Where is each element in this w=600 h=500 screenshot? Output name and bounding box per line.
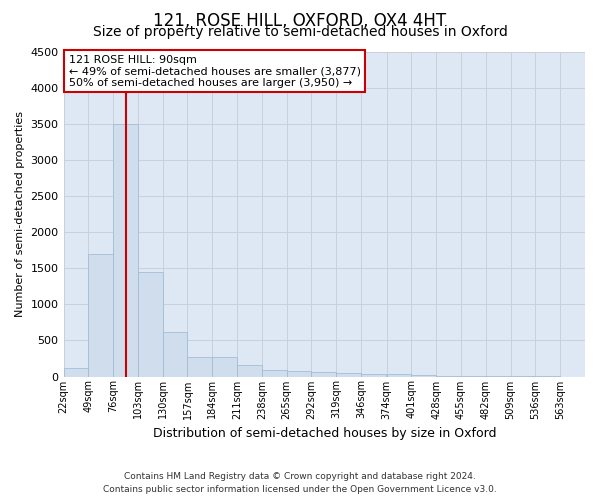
Bar	[212, 358, 237, 376]
Bar	[262, 370, 287, 376]
Text: 121 ROSE HILL: 90sqm
← 49% of semi-detached houses are smaller (3,877)
50% of se: 121 ROSE HILL: 90sqm ← 49% of semi-detac…	[69, 55, 361, 88]
Bar	[88, 254, 113, 376]
Bar	[163, 332, 187, 376]
Bar	[187, 356, 212, 376]
Bar	[336, 373, 361, 376]
Y-axis label: Number of semi-detached properties: Number of semi-detached properties	[15, 111, 25, 317]
Bar	[64, 368, 88, 376]
Bar	[287, 370, 311, 376]
X-axis label: Distribution of semi-detached houses by size in Oxford: Distribution of semi-detached houses by …	[152, 427, 496, 440]
Text: Size of property relative to semi-detached houses in Oxford: Size of property relative to semi-detach…	[92, 25, 508, 39]
Bar	[237, 366, 262, 376]
Text: 121, ROSE HILL, OXFORD, OX4 4HT: 121, ROSE HILL, OXFORD, OX4 4HT	[154, 12, 446, 30]
Text: Contains HM Land Registry data © Crown copyright and database right 2024.
Contai: Contains HM Land Registry data © Crown c…	[103, 472, 497, 494]
Bar	[386, 374, 412, 376]
Bar	[113, 124, 138, 376]
Bar	[138, 272, 163, 376]
Bar	[311, 372, 336, 376]
Bar	[361, 374, 386, 376]
